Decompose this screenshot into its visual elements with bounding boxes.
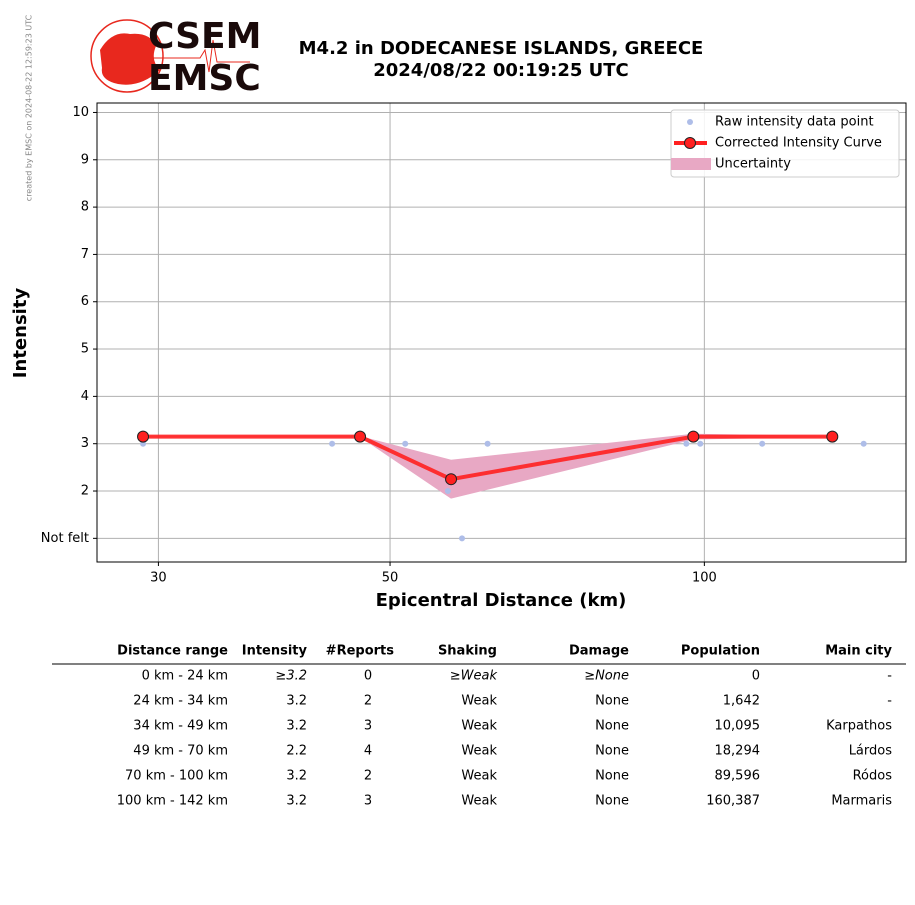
table-header: Distance range [117, 644, 228, 659]
raw-point [402, 440, 409, 447]
table-cell: 89,596 [715, 769, 761, 784]
table-cell: Weak [461, 769, 497, 784]
table-cell: 4 [364, 744, 372, 759]
table-cell: None [595, 744, 629, 759]
table-header: Damage [569, 644, 629, 659]
y-tick-label: 3 [81, 436, 89, 451]
table-cell: 34 km - 49 km [133, 719, 228, 734]
table-header: Shaking [438, 644, 497, 659]
curve-marker [354, 430, 367, 443]
table-cell: None [595, 694, 629, 709]
legend-box [670, 109, 900, 178]
table-cell: None [595, 794, 629, 809]
table-header: Main city [825, 644, 892, 659]
chart-subtitle: 2024/08/22 00:19:25 UTC [373, 60, 629, 81]
raw-point [697, 440, 704, 447]
curve-marker [826, 430, 839, 443]
logo: CSEM EMSC [90, 16, 261, 99]
x-tick-label: 100 [692, 571, 717, 586]
table-cell: 10,095 [715, 719, 761, 734]
table-cell: 18,294 [715, 744, 761, 759]
y-tick-label: Not felt [41, 531, 89, 546]
table-cell: Weak [461, 694, 497, 709]
table-cell: 2.2 [286, 744, 307, 759]
table-header: Population [681, 644, 760, 659]
raw-point [329, 440, 336, 447]
table-cell: Weak [461, 794, 497, 809]
logo-ring [90, 19, 164, 93]
y-tick-label: 7 [81, 247, 89, 262]
y-axis-label: Intensity [10, 288, 31, 379]
legend-swatch [687, 119, 693, 125]
y-tick-label: 9 [81, 152, 89, 167]
y-tick-label: 6 [81, 294, 89, 309]
table-header: #Reports [326, 644, 395, 659]
table-cell: None [595, 769, 629, 784]
y-tick-label: 8 [81, 200, 89, 215]
table-cell: Weak [461, 719, 497, 734]
table-cell: 3.2 [286, 694, 307, 709]
table-cell: ≥Weak [450, 669, 498, 684]
table-cell: 100 km - 142 km [117, 794, 228, 809]
table-cell: - [887, 694, 892, 709]
raw-point [759, 440, 766, 447]
table-cell: 160,387 [706, 794, 760, 809]
x-axis-label: Epicentral Distance (km) [376, 590, 627, 611]
legend-swatch [684, 137, 696, 149]
logo-top: CSEM [148, 16, 261, 57]
table-cell: None [595, 719, 629, 734]
curve-marker [687, 430, 700, 443]
table-cell: 0 [752, 669, 760, 684]
logo-bottom: EMSC [148, 58, 261, 99]
table-cell: - [887, 669, 892, 684]
table-cell: 2 [364, 769, 372, 784]
logo-map [100, 33, 160, 85]
table-cell: Weak [461, 744, 497, 759]
table-header: Intensity [242, 644, 308, 659]
curve-marker [445, 473, 458, 486]
legend-label: Corrected Intensity Curve [715, 136, 882, 151]
chart-title: M4.2 in DODECANESE ISLANDS, GREECE [299, 38, 704, 59]
table-cell: 0 [364, 669, 372, 684]
legend-label: Uncertainty [715, 157, 791, 172]
x-tick-label: 30 [150, 571, 167, 586]
logo-wave [150, 39, 250, 73]
table-cell: 49 km - 70 km [133, 744, 228, 759]
raw-point [444, 488, 451, 495]
plot-frame [96, 102, 907, 563]
table-cell: ≥3.2 [275, 669, 307, 684]
y-tick-label: 5 [81, 342, 89, 357]
table-cell: 3 [364, 794, 372, 809]
x-tick-label: 50 [382, 571, 399, 586]
table-cell: Karpathos [826, 719, 892, 734]
table-cell: 24 km - 34 km [133, 694, 228, 709]
curve-marker [137, 430, 150, 443]
table-cell: 70 km - 100 km [125, 769, 228, 784]
raw-point [860, 440, 867, 447]
watermark: created by EMSC on 2024-08-22 12:59:23 U… [25, 14, 34, 201]
legend-label: Raw intensity data point [715, 115, 874, 130]
y-tick-label: 2 [81, 484, 89, 499]
y-tick-label: 10 [72, 105, 89, 120]
y-tick-label: 4 [81, 389, 89, 404]
raw-point [459, 535, 466, 542]
table-cell: 0 km - 24 km [142, 669, 228, 684]
table-cell: 3.2 [286, 769, 307, 784]
raw-point [683, 440, 690, 447]
raw-point [484, 440, 491, 447]
table-cell: Ródos [853, 769, 893, 784]
table-cell: Marmaris [831, 794, 892, 809]
table-cell: Lárdos [849, 744, 893, 759]
table-cell: ≥None [584, 669, 629, 684]
legend-swatch [671, 158, 711, 170]
table-cell: 2 [364, 694, 372, 709]
table-cell: 3 [364, 719, 372, 734]
table-cell: 1,642 [723, 694, 760, 709]
table-cell: 3.2 [286, 794, 307, 809]
table-cell: 3.2 [286, 719, 307, 734]
